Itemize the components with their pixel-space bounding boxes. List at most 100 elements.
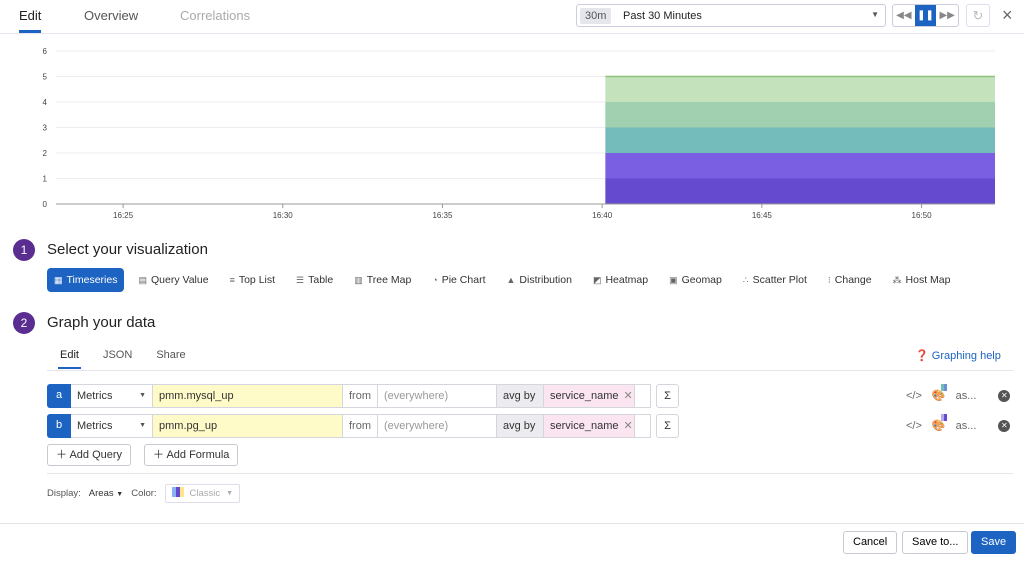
query-actions: </> 🎨 as... ✕ (906, 414, 1011, 432)
area-series-1 (605, 178, 995, 204)
viz-option-label: Query Value (150, 274, 209, 286)
tab-edit-query[interactable]: Edit (58, 349, 81, 369)
chevron-down-icon: ▼ (226, 490, 234, 497)
x-tick-label: 16:45 (752, 211, 773, 220)
tree-map-icon: ▥ (354, 275, 363, 285)
viz-option-label: Geomap (681, 274, 722, 286)
pie-chart-icon: ◔ (432, 275, 438, 285)
step-title: Graph your data (47, 314, 156, 331)
remove-tag-icon[interactable]: ✕ (623, 390, 633, 402)
palette-icon[interactable]: 🎨 (932, 384, 947, 402)
viz-option-geomap[interactable]: ▣ Geomap (662, 268, 729, 292)
viz-option-change[interactable]: ⁝ Change (821, 268, 879, 292)
refresh-icon[interactable]: ↻ (966, 4, 990, 27)
y-tick-label: 4 (43, 98, 48, 107)
divider (47, 473, 1013, 474)
from-label: from (343, 414, 378, 438)
step-title: Select your visualization (47, 241, 208, 258)
viz-option-scatter-plot[interactable]: ∴ Scatter Plot (736, 268, 814, 292)
viz-option-label: Change (834, 274, 872, 286)
add-query-button[interactable]: ＋ Add Query (47, 444, 132, 466)
top-bar: Edit Overview Correlations 30m Past 30 M… (0, 0, 1024, 34)
metric-input[interactable]: pmm.pg_up (153, 414, 343, 438)
group-by-tag[interactable]: service_name ✕ (544, 384, 635, 408)
pause-icon[interactable]: ❚❚ (914, 5, 937, 26)
code-icon[interactable]: </> (906, 419, 922, 432)
display-label: Display: (47, 488, 81, 499)
scope-input[interactable]: (everywhere) (378, 384, 497, 408)
group-by-input[interactable] (635, 384, 651, 408)
heatmap-icon: ◩ (592, 275, 602, 285)
remove-query-icon[interactable]: ✕ (998, 389, 1011, 402)
viz-option-label: Table (308, 274, 334, 286)
viz-option-timeseries[interactable]: ▦ Timeseries (47, 268, 125, 292)
x-tick-label: 16:25 (113, 211, 134, 220)
viz-option-label: Host Map (905, 274, 951, 286)
tab-json[interactable]: JSON (102, 349, 133, 361)
area-series-3 (605, 127, 995, 153)
rewind-icon[interactable]: ◀◀ (896, 10, 912, 21)
remove-query-icon[interactable]: ✕ (998, 419, 1011, 432)
query-id[interactable]: a (47, 384, 71, 408)
query-id[interactable]: b (47, 414, 71, 438)
save-button[interactable]: Save (971, 531, 1017, 554)
group-by-tag[interactable]: service_name ✕ (544, 414, 635, 438)
viz-option-heatmap[interactable]: ◩ Heatmap (586, 268, 655, 292)
palette-icon[interactable]: 🎨 (932, 414, 947, 432)
aggregation-select[interactable]: avg by (497, 414, 544, 438)
remove-tag-icon[interactable]: ✕ (623, 420, 633, 432)
tab-edit[interactable]: Edit (19, 8, 42, 33)
color-label: Color: (131, 488, 157, 499)
step-number: 1 (13, 239, 35, 261)
viz-option-label: Timeseries (66, 274, 118, 286)
divider (47, 370, 1013, 371)
viz-option-label: Top List (238, 274, 276, 286)
display-value: Areas (88, 488, 114, 499)
graphing-help-link[interactable]: ❓ Graphing help (915, 349, 1001, 362)
cancel-button[interactable]: Cancel (843, 531, 898, 554)
fast-forward-icon[interactable]: ▶▶ (939, 10, 955, 21)
y-tick-label: 6 (43, 47, 48, 56)
group-by-input[interactable] (635, 414, 651, 438)
alias-input[interactable]: as... (955, 419, 977, 432)
query-row: a Metrics pmm.mysql_up from (everywhere)… (47, 384, 679, 408)
color-select[interactable]: Classic ▼ (164, 484, 241, 503)
save-to-button[interactable]: Save to... (902, 531, 969, 554)
viz-option-query-value[interactable]: ▤ Query Value (131, 268, 215, 292)
close-icon[interactable]: × (1002, 5, 1013, 25)
data-source-select[interactable]: Metrics (71, 414, 153, 438)
step-number: 2 (13, 312, 35, 334)
tab-correlations[interactable]: Correlations (180, 8, 251, 23)
viz-option-tree-map[interactable]: ▥ Tree Map (347, 268, 418, 292)
visualization-picker: ▦ Timeseries ▤ Query Value ≡ Top List ☰ Table ▥ T… (47, 268, 964, 292)
alias-input[interactable]: as... (955, 389, 977, 402)
tab-share[interactable]: Share (156, 349, 186, 361)
viz-option-label: Distribution (519, 274, 572, 286)
display-options: Display: Areas ▼ Color: Classic ▼ (47, 484, 241, 503)
add-formula-button[interactable]: ＋ Add Formula (144, 444, 239, 466)
viz-option-pie-chart[interactable]: ◔ Pie Chart (425, 268, 492, 292)
display-select[interactable]: Areas ▼ (89, 488, 123, 499)
query-value-icon: ▤ (138, 275, 147, 285)
viz-option-table[interactable]: ☰ Table (289, 268, 340, 292)
viz-option-top-list[interactable]: ≡ Top List (223, 268, 282, 292)
data-source-select[interactable]: Metrics (71, 384, 153, 408)
scope-input[interactable]: (everywhere) (378, 414, 497, 438)
time-range-selector[interactable]: 30m Past 30 Minutes ▼ (576, 4, 886, 27)
function-sigma-button[interactable]: Σ (656, 384, 679, 408)
footer: Cancel Save to... Save (0, 523, 1024, 561)
code-icon[interactable]: </> (906, 389, 922, 402)
tab-overview[interactable]: Overview (84, 8, 139, 23)
group-by-value: service_name (550, 420, 619, 432)
aggregation-select[interactable]: avg by (497, 384, 544, 408)
chevron-down-icon: ▼ (116, 491, 124, 498)
help-icon: ❓ (915, 350, 929, 362)
host-map-icon: ⁂ (892, 275, 902, 285)
chevron-down-icon: ▼ (871, 10, 879, 19)
metric-input[interactable]: pmm.mysql_up (153, 384, 343, 408)
area-series-2 (605, 153, 995, 179)
viz-option-host-map[interactable]: ⁂ Host Map (886, 268, 958, 292)
plus-icon: ＋ (153, 449, 164, 461)
viz-option-distribution[interactable]: ▲ Distribution (500, 268, 579, 292)
function-sigma-button[interactable]: Σ (656, 414, 679, 438)
